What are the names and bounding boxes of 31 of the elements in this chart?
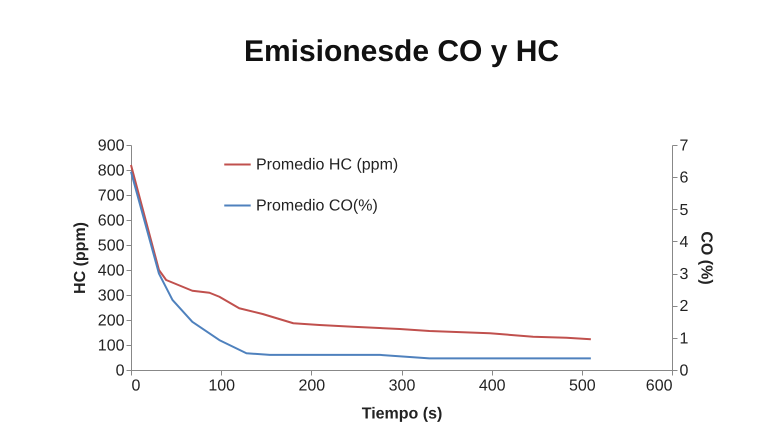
y2-tick-label: 4	[680, 234, 688, 251]
x-tick-label: 200	[298, 378, 326, 394]
x-tick-label: 600	[646, 378, 673, 394]
y-tick-label: 900	[98, 138, 125, 154]
y-tick-label: 800	[98, 162, 125, 180]
y-tick-label: 500	[98, 238, 125, 254]
y2-tick-label: 3	[680, 266, 688, 284]
y2-tick-label: 6	[680, 170, 688, 187]
y2-tick-label: 2	[680, 298, 688, 316]
x-tick-label: 100	[208, 378, 236, 394]
legend-label: Promedio CO(%)	[256, 198, 378, 214]
y2-tick-label: 7	[680, 138, 688, 154]
y-tick-label: 400	[98, 262, 125, 280]
x-tick-label: 400	[478, 378, 506, 394]
y-tick-label: 0	[116, 362, 125, 380]
y2-tick-label: 1	[680, 330, 688, 348]
y-tick-label: 600	[98, 212, 125, 230]
y-tick-label: 100	[98, 338, 125, 354]
y2-axis-title: CO (%)	[697, 231, 714, 285]
x-tick-label: 500	[568, 378, 596, 394]
y-tick-label: 700	[98, 188, 125, 204]
x-axis-title: Tiempo (s)	[362, 406, 442, 422]
y2-tick-label: 0	[680, 362, 688, 380]
x-tick-label: 0	[132, 378, 140, 394]
y-axis-title: HC (ppm)	[72, 222, 89, 294]
x-tick-label: 300	[388, 378, 416, 394]
legend-label: Promedio HC (ppm)	[256, 156, 398, 174]
y-tick-label: 200	[98, 312, 125, 330]
y-tick-label: 300	[98, 288, 125, 304]
chart-title: Emisionesde CO y HC	[244, 35, 560, 68]
y2-tick-label: 5	[680, 202, 688, 219]
